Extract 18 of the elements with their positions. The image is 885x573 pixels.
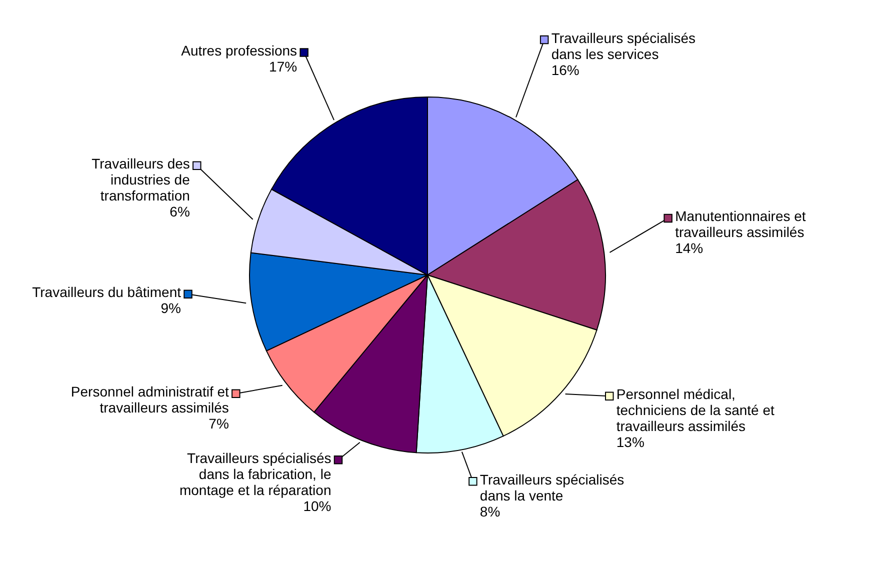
- data-label: 13%: [616, 434, 644, 450]
- data-label: 9%: [160, 300, 182, 316]
- data-label: 14%: [675, 240, 704, 256]
- legend-label: Personnel administratif et travailleurs assimilés: [70, 384, 230, 416]
- data-label: 17%: [269, 58, 298, 74]
- legend-label: Autres professions: [181, 42, 298, 58]
- legend-label: Travailleurs des industries de transformation: [92, 156, 190, 204]
- slice-label: Manutentionnaires et travailleurs assimilés: [675, 208, 806, 240]
- data-label: 6%: [170, 204, 190, 220]
- data-label: 8%: [480, 503, 500, 520]
- data-label: 16%: [551, 62, 580, 78]
- legend-label: Travailleurs spécialisés dans la fabrication, le montage et la réparation: [179, 450, 332, 498]
- slice-label: Personnel médical, techniciens de la santé et travailleurs assimilés: [616, 386, 774, 434]
- legend-label: Travailleurs du bâtiment: [32, 284, 182, 300]
- data-label: 7%: [208, 416, 229, 432]
- slice-label: Travailleurs spécialisés dans les services: [551, 30, 696, 62]
- data-label: 10%: [303, 498, 332, 514]
- slice-label: Travailleurs spécialisés dans la vente: [480, 471, 624, 504]
